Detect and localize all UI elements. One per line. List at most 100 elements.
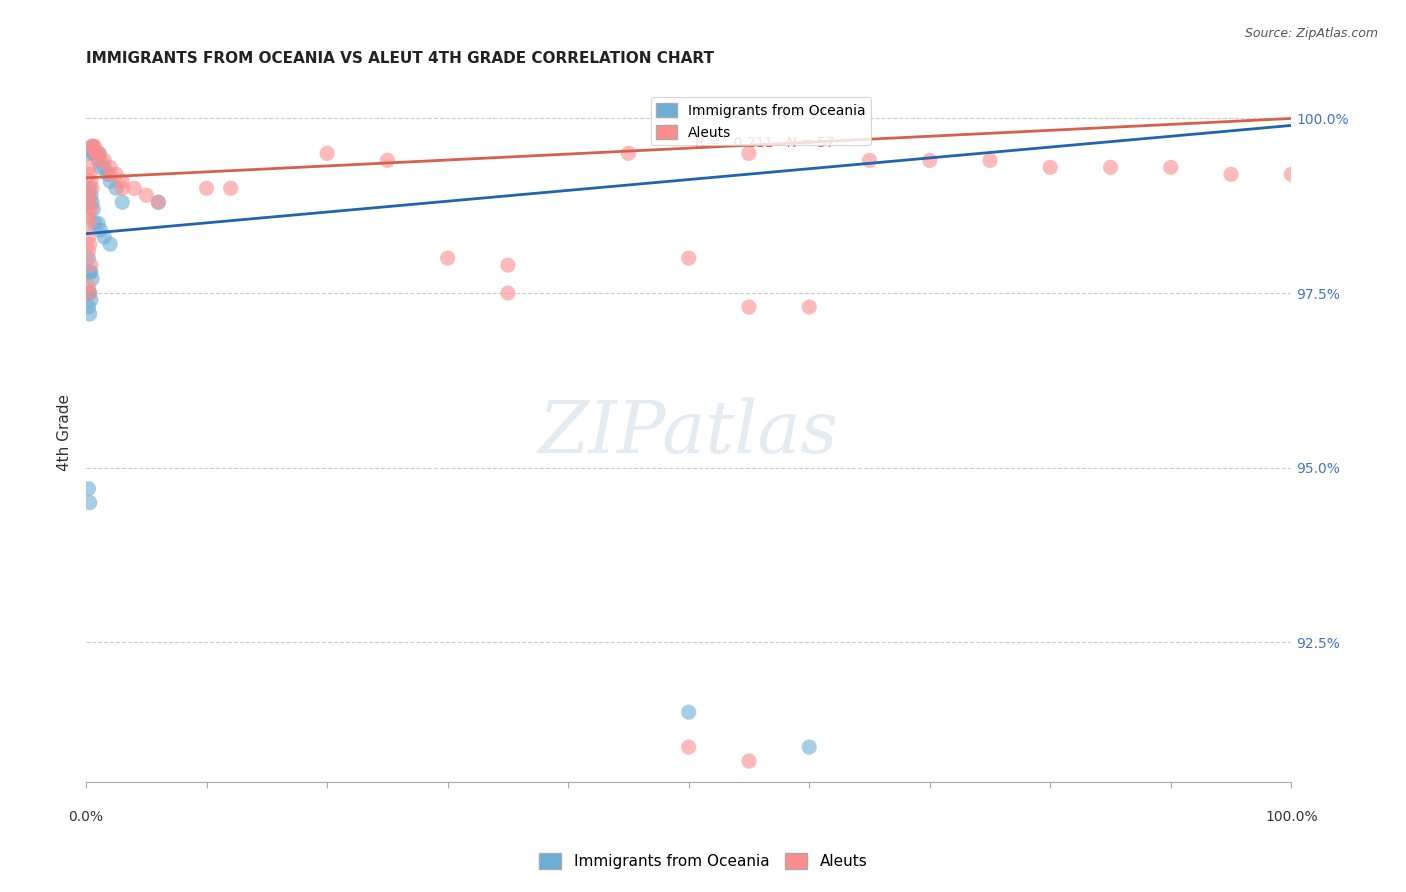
Immigrants from Oceania <box>83 146 105 161</box>
Immigrants from Oceania <box>98 174 121 188</box>
Aleuts <box>219 181 242 195</box>
Immigrants from Oceania <box>82 146 104 161</box>
Aleuts <box>1220 167 1243 181</box>
Immigrants from Oceania <box>82 139 104 153</box>
Aleuts <box>105 167 128 181</box>
Text: R = 0.350   N = 37: R = 0.350 N = 37 <box>695 108 825 122</box>
Immigrants from Oceania <box>90 161 112 175</box>
Legend: Immigrants from Oceania, Aleuts: Immigrants from Oceania, Aleuts <box>651 97 872 145</box>
Immigrants from Oceania <box>87 216 110 230</box>
Aleuts <box>79 167 101 181</box>
Immigrants from Oceania <box>83 216 105 230</box>
Aleuts <box>98 167 121 181</box>
Aleuts <box>799 300 821 314</box>
Immigrants from Oceania <box>148 195 170 210</box>
Aleuts <box>77 230 100 244</box>
Text: R =   0.211   N = 57: R = 0.211 N = 57 <box>695 136 835 150</box>
Immigrants from Oceania <box>93 230 115 244</box>
Immigrants from Oceania <box>79 181 101 195</box>
Aleuts <box>79 195 101 210</box>
Aleuts <box>617 146 640 161</box>
Aleuts <box>316 146 339 161</box>
Aleuts <box>111 174 134 188</box>
Immigrants from Oceania <box>678 705 700 719</box>
Immigrants from Oceania <box>111 195 134 210</box>
Aleuts <box>436 251 458 265</box>
Text: 0.0%: 0.0% <box>69 810 104 824</box>
Aleuts <box>87 146 110 161</box>
Aleuts <box>979 153 1001 168</box>
Immigrants from Oceania <box>799 740 821 755</box>
Immigrants from Oceania <box>79 495 101 509</box>
Aleuts <box>80 202 103 217</box>
Aleuts <box>82 139 104 153</box>
Aleuts <box>82 139 104 153</box>
Legend: Immigrants from Oceania, Aleuts: Immigrants from Oceania, Aleuts <box>533 847 873 875</box>
Aleuts <box>918 153 941 168</box>
Immigrants from Oceania <box>80 293 103 307</box>
Aleuts <box>79 286 101 301</box>
Aleuts <box>84 146 107 161</box>
Immigrants from Oceania <box>80 265 103 279</box>
Aleuts <box>377 153 399 168</box>
Aleuts <box>1039 161 1062 175</box>
Aleuts <box>77 279 100 293</box>
Text: IMMIGRANTS FROM OCEANIA VS ALEUT 4TH GRADE CORRELATION CHART: IMMIGRANTS FROM OCEANIA VS ALEUT 4TH GRA… <box>86 51 714 66</box>
Aleuts <box>77 244 100 259</box>
Aleuts <box>90 153 112 168</box>
Aleuts <box>1160 161 1182 175</box>
Immigrants from Oceania <box>82 202 104 217</box>
Aleuts <box>93 153 115 168</box>
Immigrants from Oceania <box>80 188 103 202</box>
Aleuts <box>148 195 170 210</box>
Aleuts <box>678 251 700 265</box>
Immigrants from Oceania <box>79 307 101 321</box>
Aleuts <box>738 146 761 161</box>
Aleuts <box>135 188 157 202</box>
Text: 100.0%: 100.0% <box>1265 810 1317 824</box>
Aleuts <box>79 237 101 252</box>
Text: Source: ZipAtlas.com: Source: ZipAtlas.com <box>1244 27 1378 40</box>
Text: ZIPatlas: ZIPatlas <box>538 398 838 468</box>
Aleuts <box>82 181 104 195</box>
Immigrants from Oceania <box>87 153 110 168</box>
Aleuts <box>124 181 146 195</box>
Immigrants from Oceania <box>77 251 100 265</box>
Aleuts <box>77 161 100 175</box>
Aleuts <box>738 754 761 768</box>
Aleuts <box>111 181 134 195</box>
Immigrants from Oceania <box>82 272 104 286</box>
Aleuts <box>1099 161 1122 175</box>
Immigrants from Oceania <box>82 195 104 210</box>
Immigrants from Oceania <box>77 482 100 496</box>
Aleuts <box>83 139 105 153</box>
Immigrants from Oceania <box>90 223 112 237</box>
Aleuts <box>80 258 103 272</box>
Aleuts <box>496 258 519 272</box>
Immigrants from Oceania <box>77 286 100 301</box>
Aleuts <box>1279 167 1302 181</box>
Aleuts <box>678 740 700 755</box>
Aleuts <box>496 286 519 301</box>
Aleuts <box>77 209 100 223</box>
Immigrants from Oceania <box>97 167 120 181</box>
Aleuts <box>858 153 880 168</box>
Aleuts <box>98 161 121 175</box>
Immigrants from Oceania <box>93 161 115 175</box>
Immigrants from Oceania <box>98 237 121 252</box>
Aleuts <box>195 181 218 195</box>
Immigrants from Oceania <box>89 146 111 161</box>
Immigrants from Oceania <box>77 300 100 314</box>
Aleuts <box>80 174 103 188</box>
Immigrants from Oceania <box>79 265 101 279</box>
Immigrants from Oceania <box>77 146 100 161</box>
Aleuts <box>738 300 761 314</box>
Immigrants from Oceania <box>86 146 108 161</box>
Aleuts <box>77 188 100 202</box>
Immigrants from Oceania <box>84 146 107 161</box>
Aleuts <box>79 216 101 230</box>
Immigrants from Oceania <box>105 181 128 195</box>
Aleuts <box>86 146 108 161</box>
Immigrants from Oceania <box>79 286 101 301</box>
Y-axis label: 4th Grade: 4th Grade <box>58 394 72 471</box>
